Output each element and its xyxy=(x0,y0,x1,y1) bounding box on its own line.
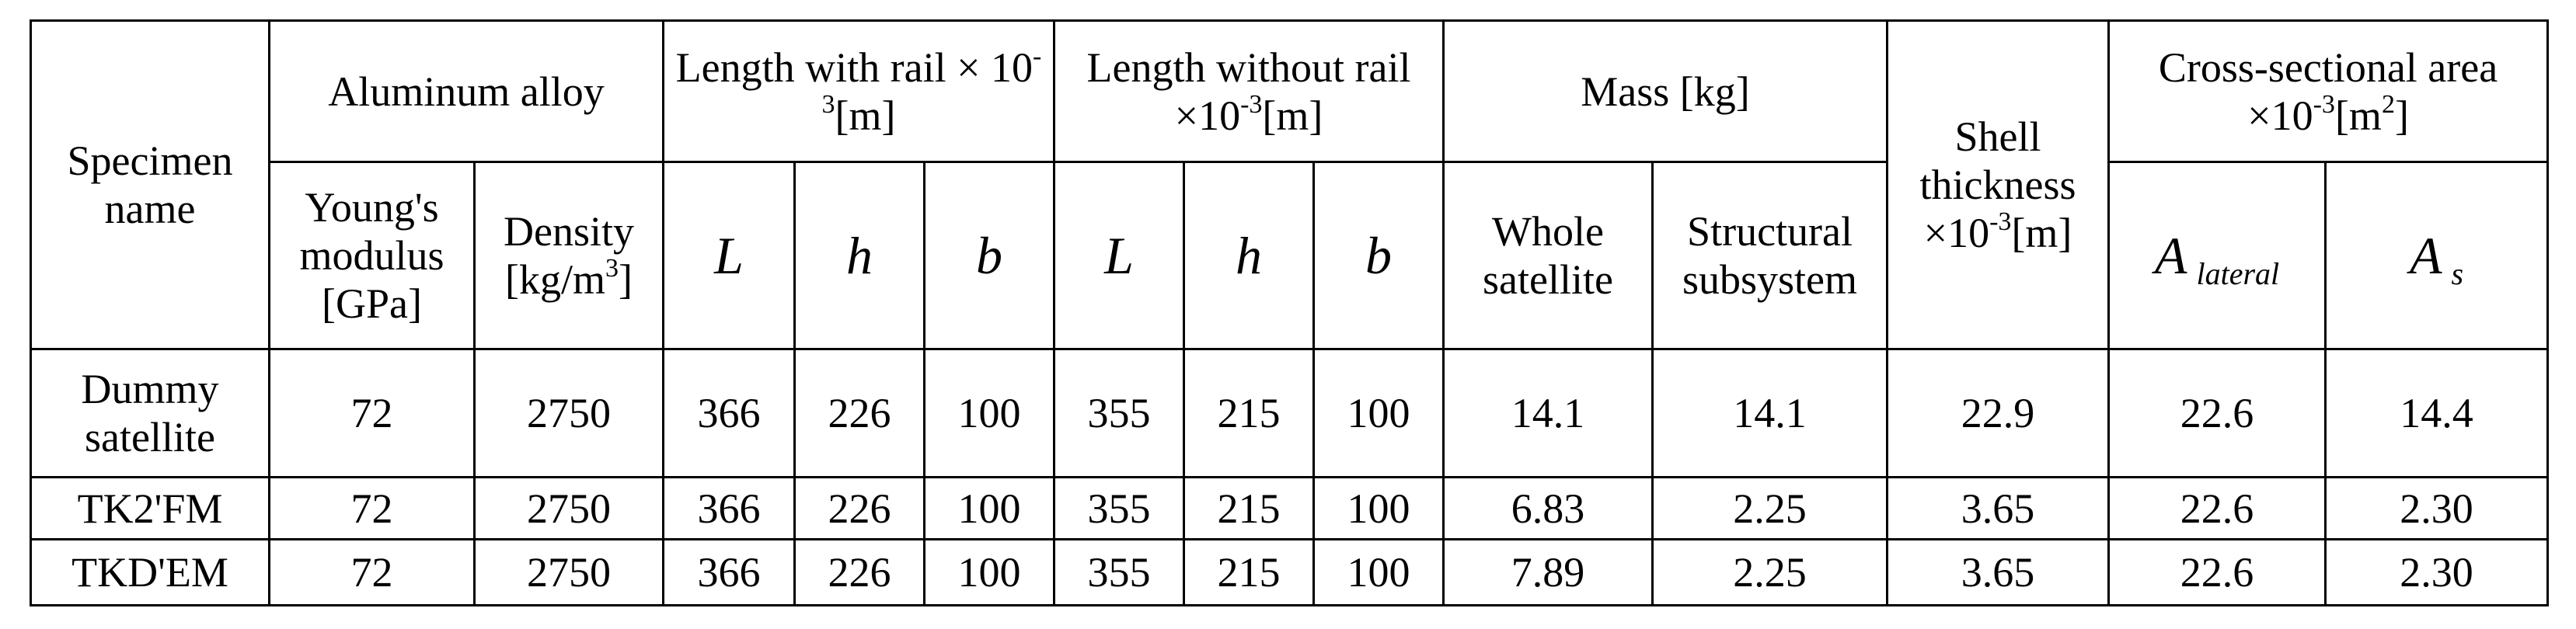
cell-text-part: -3 xyxy=(1989,207,2012,236)
cell-text-part: ] xyxy=(2394,92,2409,139)
cell-text-part: Density [kg/m xyxy=(504,208,634,303)
table-body: Specimen name Aluminum alloy Length with r… xyxy=(30,19,2550,606)
cell-text-part: s xyxy=(2451,256,2464,291)
data-cell: 22.6 xyxy=(2107,476,2327,540)
data-cell: Dummy satellite xyxy=(30,348,270,478)
data-cell: 7.89 xyxy=(1442,538,1654,606)
data-cell: 22.6 xyxy=(2107,538,2327,606)
cell-text-part: Length without rail ×10 xyxy=(1086,43,1411,139)
data-cell: 3.65 xyxy=(1886,538,2111,606)
data-cell: 2.30 xyxy=(2324,538,2550,606)
header-cell: h xyxy=(793,161,926,350)
data-cell: 355 xyxy=(1053,348,1186,478)
data-cell: 100 xyxy=(1312,476,1445,540)
cell-text-part: 2 xyxy=(2381,89,2395,119)
cell-text-part: [m] xyxy=(2011,210,2072,256)
data-cell: 2750 xyxy=(472,476,665,540)
header-cell: Young's modulus [GPa] xyxy=(268,161,476,350)
cell-text-part: A xyxy=(2409,226,2442,285)
data-cell: 100 xyxy=(923,476,1056,540)
cell-text-part: -3 xyxy=(2313,89,2335,119)
header-cell: L xyxy=(662,161,797,350)
data-cell: 215 xyxy=(1183,538,1316,606)
data-cell: 72 xyxy=(268,348,476,478)
header-cell: Aluminum alloy xyxy=(267,19,665,163)
data-cell: 215 xyxy=(1183,348,1316,478)
data-cell: 2.25 xyxy=(1651,538,1889,606)
data-cell: 355 xyxy=(1053,476,1186,540)
data-cell: 100 xyxy=(1312,348,1445,478)
data-cell: 14.1 xyxy=(1651,348,1889,478)
header-row: Specimen name Aluminum alloy Length with r… xyxy=(30,19,2550,350)
data-row: TK2'FM 72 2750 366 226 100 355 215 100 6.83 2.25 3.… xyxy=(30,476,2550,540)
data-cell: 226 xyxy=(793,476,926,540)
data-cell: 366 xyxy=(662,538,797,606)
header-cell: L xyxy=(1053,161,1186,350)
data-cell: TKD'EM xyxy=(30,538,270,606)
data-cell: 2750 xyxy=(472,538,665,606)
data-cell: 100 xyxy=(923,348,1056,478)
data-cell: 2.25 xyxy=(1651,476,1889,540)
cell-text-part: Cross-sectional area ×10 xyxy=(2158,43,2498,139)
data-cell: 72 xyxy=(268,476,476,540)
cell-text-part: ] xyxy=(619,256,633,303)
cell-text-part: lateral xyxy=(2196,256,2280,291)
data-row: TKD'EM 72 2750 366 226 100 355 215 100 7.89 2.25 3.… xyxy=(30,538,2550,606)
cell-text-part: [m xyxy=(2334,92,2382,139)
data-cell: 355 xyxy=(1053,538,1186,606)
header-cell: Density [kg/m3] xyxy=(472,161,665,350)
header-cell: Shell thickness ×10-3[m] xyxy=(1886,19,2111,350)
header-cell: Mass [kg] xyxy=(1442,19,1889,163)
data-cell: 14.1 xyxy=(1442,348,1654,478)
data-table: Specimen name Aluminum alloy Length with r… xyxy=(30,19,2550,606)
data-row: Dummy satellite 72 2750 366 226 100 355 215 100 1… xyxy=(30,348,2550,478)
data-cell: 226 xyxy=(793,348,926,478)
data-cell: 100 xyxy=(1312,538,1445,606)
cell-text-part: -3 xyxy=(821,41,1042,119)
data-cell: 2.30 xyxy=(2324,476,2550,540)
data-cell: 366 xyxy=(662,348,797,478)
header-cell: Cross-sectional area ×10-3[m2] xyxy=(2107,19,2550,163)
header-cell: Whole satellite xyxy=(1442,161,1654,350)
header-cell: Structural subsystem xyxy=(1651,161,1889,350)
data-cell: 100 xyxy=(923,538,1056,606)
data-cell: 22.9 xyxy=(1886,348,2111,478)
data-cell: 22.6 xyxy=(2107,348,2327,478)
data-cell: 2750 xyxy=(472,348,665,478)
data-cell: 215 xyxy=(1183,476,1316,540)
cell-text-part: [m] xyxy=(835,92,896,139)
data-cell: 366 xyxy=(662,476,797,540)
cell-text-part: [m] xyxy=(1262,92,1323,139)
header-cell: Length with rail × 10-3[m] xyxy=(662,19,1056,163)
cell-text-part: A xyxy=(2154,226,2187,285)
cell-text-part: Length with rail × 10 xyxy=(675,43,1034,91)
data-cell: TK2'FM xyxy=(30,476,270,540)
data-cell: 72 xyxy=(268,538,476,606)
cell-text-part: Shell thickness ×10 xyxy=(1919,113,2076,256)
header-cell: Length without rail ×10-3[m] xyxy=(1053,19,1445,163)
header-cell: Specimen name xyxy=(30,19,270,350)
header-cell: b xyxy=(1312,161,1445,350)
data-cell: 226 xyxy=(793,538,926,606)
data-cell: 3.65 xyxy=(1886,476,2111,540)
cell-text-part: -3 xyxy=(1240,89,1263,119)
data-cell: 6.83 xyxy=(1442,476,1654,540)
header-cell: b xyxy=(923,161,1056,350)
header-cell: h xyxy=(1183,161,1316,350)
cell-text-part: 3 xyxy=(605,254,619,283)
data-cell: 14.4 xyxy=(2324,348,2550,478)
